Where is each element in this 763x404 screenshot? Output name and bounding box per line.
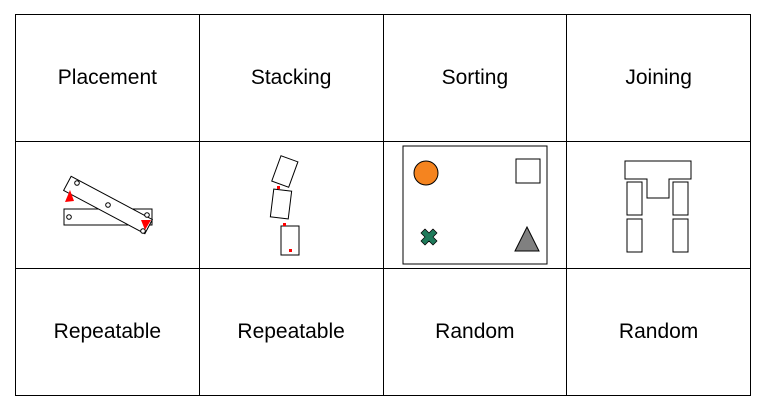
red-marker xyxy=(277,186,281,189)
hole xyxy=(66,214,73,220)
footer-row: Repeatable Repeatable Random Random xyxy=(15,268,751,396)
footer-cell-joining: Random xyxy=(566,268,751,396)
stacking-blocks-icon xyxy=(269,155,300,256)
green-cross xyxy=(420,228,438,246)
sorting-shapes-icon xyxy=(402,145,548,265)
left-upper-post xyxy=(626,181,643,216)
block-middle xyxy=(269,188,293,220)
header-cell-joining: Joining xyxy=(566,14,751,142)
footer-label: Random xyxy=(435,320,515,343)
header-cell-sorting: Sorting xyxy=(382,14,568,142)
footer-label: Repeatable xyxy=(53,320,162,343)
hole xyxy=(140,228,147,234)
header-cell-placement: Placement xyxy=(15,14,200,142)
header-label: Stacking xyxy=(250,66,332,89)
left-lower-post xyxy=(626,218,643,253)
header-label: Placement xyxy=(57,66,157,89)
orange-circle xyxy=(413,160,439,186)
figure-cell-sorting xyxy=(382,141,568,269)
hole xyxy=(105,202,112,208)
hole xyxy=(74,180,81,186)
right-upper-post xyxy=(672,181,689,216)
task-table: Placement Stacking Sorting Joining xyxy=(15,14,751,396)
figure-cell-placement xyxy=(15,141,200,269)
footer-label: Repeatable xyxy=(237,320,345,343)
header-label: Joining xyxy=(625,66,692,89)
red-marker xyxy=(289,249,293,252)
header-row: Placement Stacking Sorting Joining xyxy=(15,14,751,142)
footer-cell-stacking: Repeatable xyxy=(198,268,384,396)
block-top xyxy=(271,155,299,188)
red-marker xyxy=(141,220,152,230)
header-cell-stacking: Stacking xyxy=(198,14,384,142)
red-marker xyxy=(65,190,75,202)
gray-triangle xyxy=(514,225,540,252)
red-marker xyxy=(283,223,287,226)
placement-diagram-icon xyxy=(63,175,154,235)
right-lower-post xyxy=(672,218,689,253)
joining-parts-icon xyxy=(624,160,692,253)
figures-row xyxy=(15,141,751,269)
figure-cell-stacking xyxy=(198,141,384,269)
block-bottom xyxy=(280,225,300,256)
header-label: Sorting xyxy=(441,66,509,89)
figure-cell-joining xyxy=(566,141,751,269)
footer-label: Random xyxy=(618,320,699,343)
top-bar xyxy=(624,160,692,199)
white-square xyxy=(515,158,541,184)
footer-cell-placement: Repeatable xyxy=(15,268,200,396)
hole xyxy=(144,212,151,218)
footer-cell-sorting: Random xyxy=(382,268,568,396)
